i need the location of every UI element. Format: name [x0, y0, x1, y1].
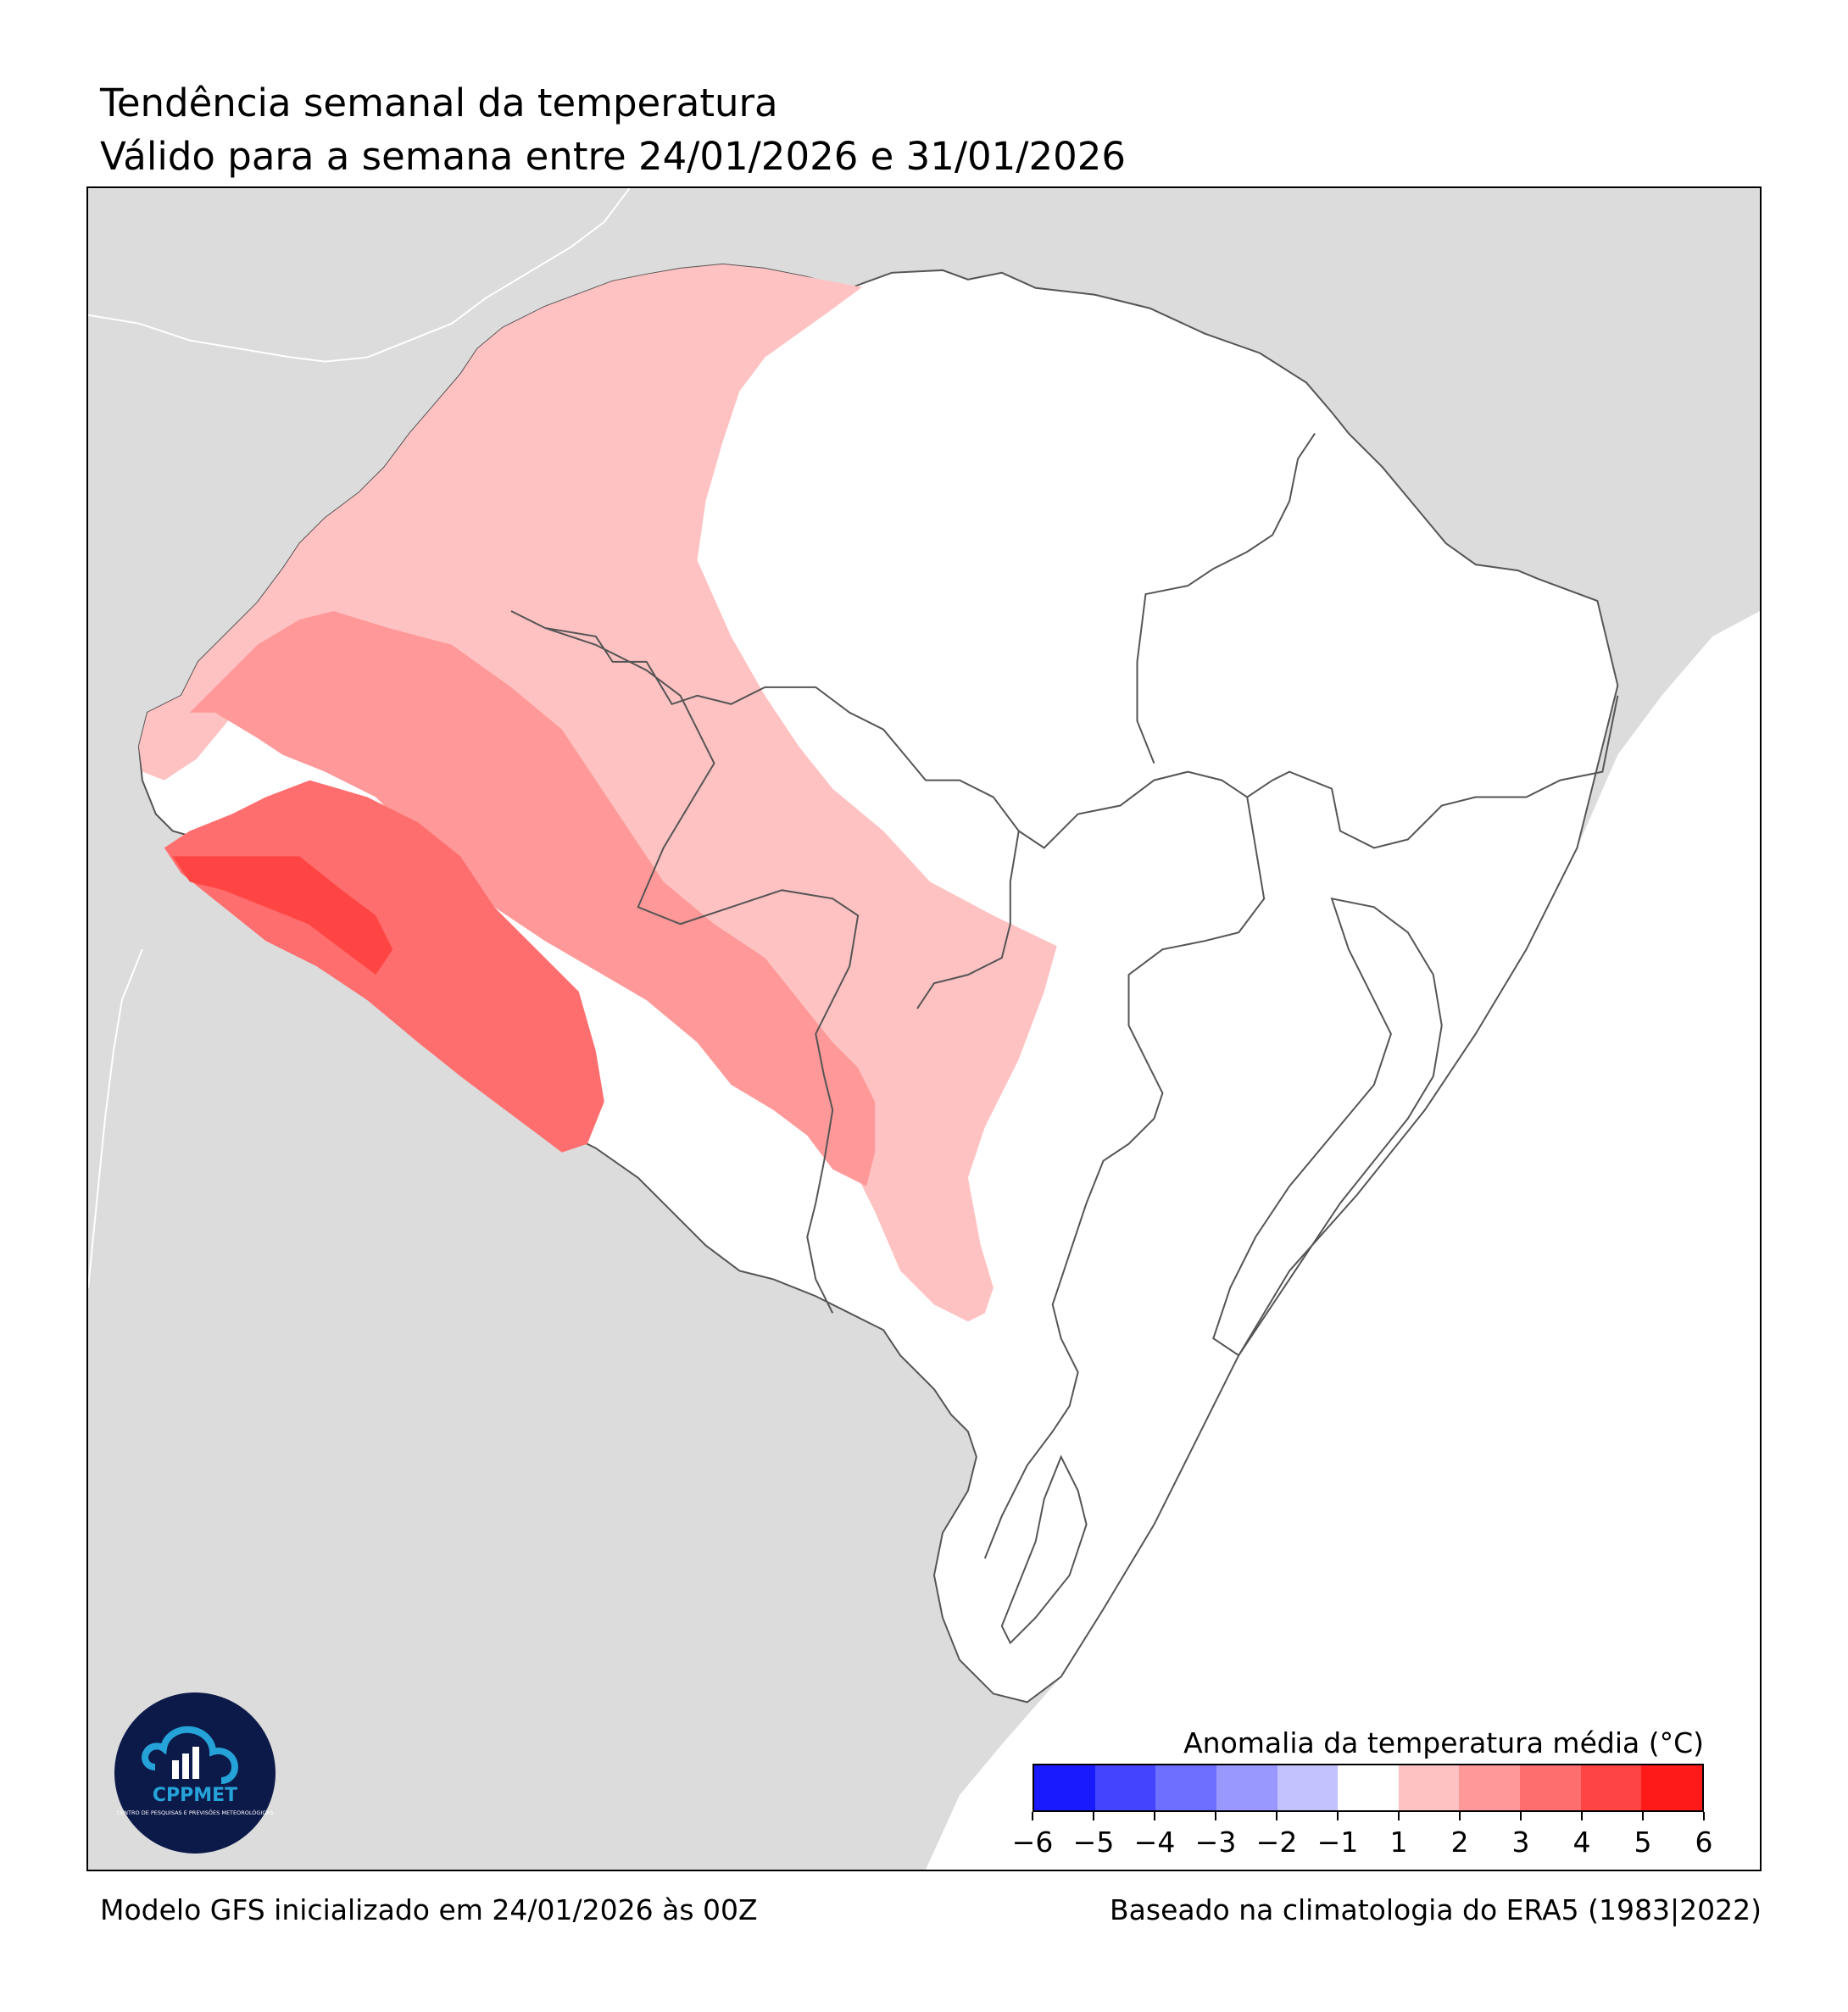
model-info: Modelo GFS inicializado em 24/01/2026 às… [100, 1893, 758, 1926]
logo-bar-2 [182, 1754, 189, 1779]
map-subtitle: Válido para a semana entre 24/01/2026 e … [100, 134, 1126, 179]
colorbar-segment [1520, 1765, 1581, 1810]
logo-cloud-icon [142, 1726, 239, 1784]
colorbar-segment [1277, 1765, 1339, 1810]
map-frame [86, 186, 1762, 1871]
colorbar-tick-label: −2 [1255, 1826, 1298, 1859]
colorbar-tick-label: −4 [1133, 1826, 1176, 1859]
climatology-info: Baseado na climatologia do ERA5 (1983|20… [1110, 1893, 1762, 1926]
lagoon-outlines [1000, 897, 1443, 1645]
region-borders [510, 432, 1619, 1559]
colorbar-tick [1276, 1812, 1277, 1820]
colorbar-tick-label: 5 [1634, 1826, 1652, 1859]
colorbar-segment [1398, 1765, 1460, 1810]
logo-bar-1 [172, 1760, 179, 1779]
colorbar-tick [1154, 1812, 1155, 1820]
colorbar [1033, 1764, 1704, 1812]
ocean-area [925, 611, 1760, 1870]
logo-bar-3 [192, 1747, 199, 1779]
colorbar-segment [1216, 1765, 1277, 1810]
colorbar-tick-label: 6 [1695, 1826, 1713, 1859]
logo-name: CPPMET [153, 1785, 237, 1806]
legend-title: Anomalia da temperatura média (°C) [1183, 1726, 1704, 1759]
colorbar-tick-label: 3 [1511, 1826, 1530, 1859]
anomaly-zone-2-3 [189, 611, 876, 1187]
colorbar-ticks: −6 −5 −4 −3 −2 −1 1 2 3 4 5 6 [1012, 1812, 1713, 1863]
colorbar-tick-label: 1 [1389, 1826, 1408, 1859]
colorbar-tick [1337, 1812, 1339, 1820]
map-svg [88, 188, 1760, 1870]
colorbar-tick [1215, 1812, 1216, 1820]
cppmet-logo: CPPMET CENTRO DE PESQUISAS E PREVISÕES M… [113, 1691, 277, 1855]
colorbar-segment [1459, 1765, 1521, 1810]
colorbar-tick [1459, 1812, 1461, 1820]
colorbar-segment [1580, 1765, 1642, 1810]
colorbar-tick [1520, 1812, 1522, 1820]
colorbar-tick-label: −1 [1316, 1826, 1359, 1859]
colorbar-segment [1034, 1765, 1095, 1810]
colorbar-tick [1398, 1812, 1400, 1820]
colorbar-segment [1641, 1765, 1703, 1810]
map-title: Tendência semanal da temperatura [100, 81, 778, 125]
country-borders [88, 188, 631, 1288]
colorbar-tick-label: −6 [1011, 1826, 1054, 1859]
colorbar-segment [1094, 1765, 1156, 1810]
colorbar-tick [1703, 1812, 1705, 1820]
colorbar-tick-label: 4 [1572, 1826, 1591, 1859]
colorbar-tick-label: −3 [1194, 1826, 1237, 1859]
colorbar-segment [1338, 1765, 1399, 1810]
anomaly-zone-4-5 [172, 856, 393, 975]
colorbar-tick [1032, 1812, 1033, 1820]
colorbar-tick-label: −5 [1072, 1826, 1115, 1859]
colorbar-segment [1155, 1765, 1216, 1810]
colorbar-tick-label: 2 [1450, 1826, 1469, 1859]
logo-subtitle: CENTRO DE PESQUISAS E PREVISÕES METEOROL… [117, 1809, 274, 1816]
colorbar-tick [1093, 1812, 1094, 1820]
colorbar-tick [1581, 1812, 1583, 1820]
colorbar-tick [1642, 1812, 1644, 1820]
